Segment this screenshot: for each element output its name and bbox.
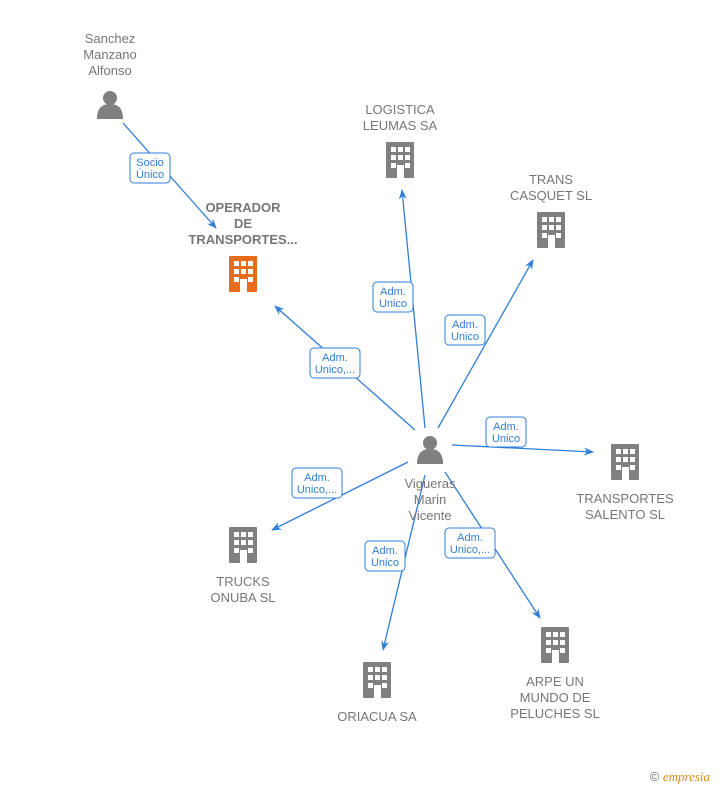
brand-name: empresia — [663, 769, 710, 784]
edge-label-vigueras-operador: Adm.Unico,... — [310, 348, 360, 378]
svg-text:Adm.Unico: Adm.Unico — [451, 319, 479, 343]
node-operador[interactable]: OPERADORDETRANSPORTES... — [188, 200, 297, 292]
node-vigueras[interactable]: ViguerasMarinVicente — [404, 436, 456, 523]
node-arpe[interactable]: ARPE UNMUNDO DEPELUCHES SL — [510, 627, 600, 721]
building-icon — [229, 527, 257, 563]
node-label: TRUCKSONUBA SL — [210, 574, 275, 605]
person-icon — [417, 436, 443, 464]
copyright: © empresia — [650, 769, 710, 785]
edge-label-vigueras-salento: Adm.Unico — [486, 417, 526, 447]
building-icon — [229, 256, 257, 292]
node-casquet[interactable]: TRANSCASQUET SL — [510, 172, 592, 248]
edge-labels-layer: SocioÚnico Adm.Unico,... Adm.Unico Adm.Unic… — [130, 153, 526, 571]
edge-label-vigueras-logistica: Adm.Unico — [373, 282, 413, 312]
node-label: ARPE UNMUNDO DEPELUCHES SL — [510, 674, 600, 721]
node-salento[interactable]: TRANSPORTESSALENTO SL — [576, 444, 674, 522]
network-diagram: SocioÚnico Adm.Unico,... Adm.Unico Adm.Unic… — [0, 0, 728, 795]
node-sanchez[interactable]: SanchezManzanoAlfonso — [83, 31, 136, 119]
node-label: OPERADORDETRANSPORTES... — [188, 200, 297, 247]
nodes-layer: SanchezManzanoAlfonso ViguerasMarinVicent… — [83, 31, 674, 724]
node-oriacua[interactable]: ORIACUA SA — [337, 662, 417, 724]
node-label: ORIACUA SA — [337, 709, 417, 724]
node-label: SanchezManzanoAlfonso — [83, 31, 136, 78]
edge-label-sanchez-operador: SocioÚnico — [130, 153, 170, 183]
edge-label-vigueras-arpe: Adm.Unico,... — [445, 528, 495, 558]
node-label: TRANSCASQUET SL — [510, 172, 592, 203]
svg-text:Adm.Unico: Adm.Unico — [371, 545, 399, 569]
edge-label-vigueras-trucks: Adm.Unico,... — [292, 468, 342, 498]
svg-text:SocioÚnico: SocioÚnico — [136, 157, 164, 181]
building-icon — [611, 444, 639, 480]
svg-text:Adm.Unico: Adm.Unico — [492, 421, 520, 445]
person-icon — [97, 91, 123, 119]
node-logistica[interactable]: LOGISTICALEUMAS SA — [363, 102, 438, 178]
edge-label-vigueras-casquet: Adm.Unico — [445, 315, 485, 345]
svg-text:Adm.Unico: Adm.Unico — [379, 286, 407, 310]
copyright-symbol: © — [650, 769, 660, 784]
node-label: LOGISTICALEUMAS SA — [363, 102, 438, 133]
building-icon — [537, 212, 565, 248]
building-icon — [386, 142, 414, 178]
edge-label-vigueras-oriacua: Adm.Unico — [365, 541, 405, 571]
node-label: TRANSPORTESSALENTO SL — [576, 491, 674, 522]
building-icon — [363, 662, 391, 698]
node-trucks[interactable]: TRUCKSONUBA SL — [210, 527, 275, 605]
building-icon — [541, 627, 569, 663]
node-label: ViguerasMarinVicente — [404, 476, 456, 523]
